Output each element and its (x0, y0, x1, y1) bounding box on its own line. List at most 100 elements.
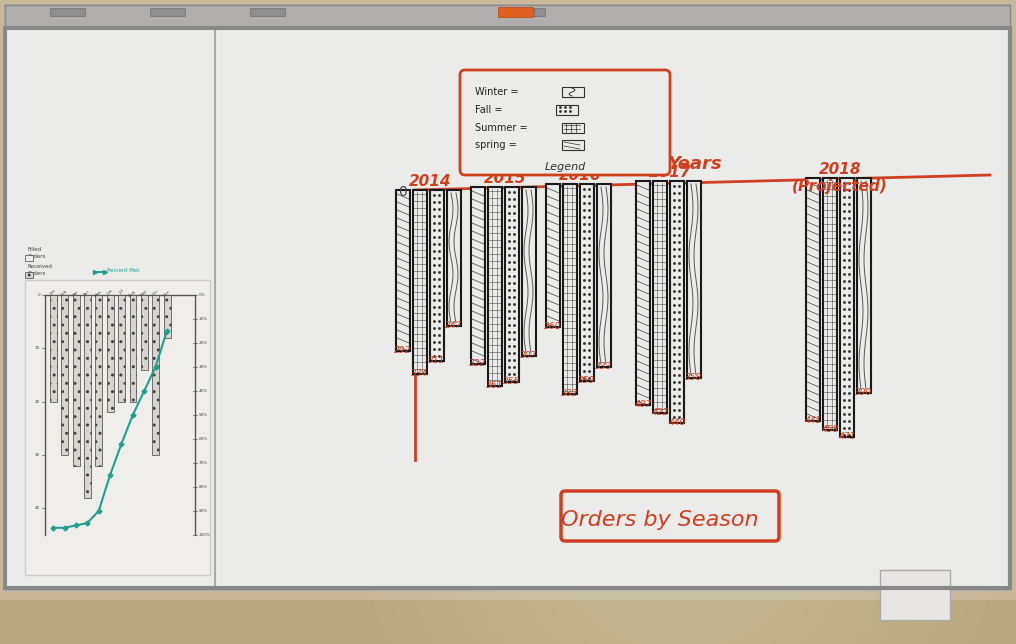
Text: 80%: 80% (199, 485, 208, 489)
Bar (25, 255, 33, 261)
Bar (250, 8, 285, 16)
Bar (50, 8, 85, 16)
Text: 307: 307 (520, 351, 537, 360)
Text: 382: 382 (562, 389, 579, 398)
Text: 260: 260 (545, 322, 562, 331)
Text: 0: 0 (398, 185, 407, 199)
Text: 10%: 10% (199, 317, 208, 321)
Text: 440: 440 (669, 418, 686, 427)
Text: Feb: Feb (61, 289, 69, 297)
Text: 90%: 90% (199, 509, 208, 513)
Bar (840, 178, 854, 437)
Text: 441: 441 (805, 415, 822, 424)
Bar (806, 178, 820, 421)
Text: 458: 458 (821, 425, 838, 434)
Bar (636, 181, 650, 405)
Text: 100%: 100% (199, 533, 210, 537)
Bar (597, 184, 611, 367)
Bar (150, 8, 185, 16)
Text: 2014: 2014 (408, 174, 451, 189)
Text: Jan: Jan (50, 289, 57, 296)
Bar (73, 295, 79, 466)
Text: 2015: 2015 (484, 171, 526, 186)
Text: 292: 292 (394, 346, 411, 355)
Bar (25, 272, 33, 278)
Bar (880, 570, 950, 620)
Text: 2016: 2016 (559, 168, 601, 183)
Text: 471: 471 (838, 432, 855, 441)
Text: 10: 10 (35, 346, 40, 350)
Bar (50, 295, 57, 402)
Text: Oct: Oct (151, 289, 160, 297)
Text: spring =: spring = (475, 140, 520, 150)
Bar (130, 295, 136, 402)
Text: Jun: Jun (107, 289, 114, 296)
Bar (498, 7, 533, 17)
Bar (500, 8, 535, 16)
Bar (488, 187, 502, 386)
Bar (471, 187, 485, 364)
Text: Orders: Orders (28, 254, 47, 259)
Text: 30: 30 (35, 453, 40, 457)
Text: 390: 390 (855, 388, 873, 397)
Bar (96, 295, 103, 466)
Text: Sep: Sep (140, 289, 148, 298)
Text: Winter =: Winter = (475, 87, 521, 97)
Text: 20%: 20% (199, 341, 208, 345)
Text: 359: 359 (578, 377, 595, 386)
Bar (396, 190, 410, 350)
Text: 322: 322 (469, 359, 487, 368)
Bar (562, 123, 584, 133)
Bar (653, 181, 666, 413)
Text: 2018
(Projected): 2018 (Projected) (792, 162, 888, 194)
Text: 361: 361 (487, 381, 504, 390)
Bar (141, 295, 147, 370)
Bar (25, 280, 210, 575)
Bar (164, 295, 171, 337)
Bar (505, 187, 519, 383)
Bar (152, 295, 160, 455)
Bar (5, 28, 1010, 588)
Text: 422: 422 (651, 408, 669, 417)
Text: 2017: 2017 (649, 165, 691, 180)
Bar (546, 184, 560, 327)
Text: Summer =: Summer = (475, 123, 530, 133)
Bar (5, 5, 1010, 27)
Bar (670, 181, 684, 423)
Bar (562, 87, 584, 97)
Bar (412, 190, 427, 374)
Bar (556, 105, 578, 115)
Text: Jul: Jul (118, 289, 125, 296)
Text: 355: 355 (503, 377, 520, 386)
Text: 0%: 0% (199, 293, 205, 297)
Bar (562, 140, 584, 150)
Text: 334: 334 (411, 369, 429, 377)
Text: Percent Met: Percent Met (107, 267, 139, 272)
Text: Mar: Mar (72, 289, 80, 298)
Text: 20: 20 (35, 400, 40, 404)
Text: Orders: Orders (28, 271, 47, 276)
Bar (522, 187, 536, 356)
Text: Years: Years (668, 155, 722, 173)
Bar (0, 600, 1016, 644)
Text: May: May (94, 289, 103, 298)
Bar (118, 295, 125, 402)
Text: 407: 407 (634, 400, 651, 409)
Bar (61, 295, 68, 455)
Text: 40: 40 (35, 506, 40, 510)
Bar (823, 178, 837, 430)
Text: Nov: Nov (163, 289, 171, 298)
Text: Aug: Aug (128, 289, 137, 298)
Text: 247: 247 (445, 321, 462, 330)
Text: Legend: Legend (545, 162, 585, 172)
FancyBboxPatch shape (561, 491, 779, 541)
Bar (687, 181, 701, 378)
Text: 40%: 40% (199, 389, 208, 393)
Text: 30%: 30% (199, 365, 208, 369)
Bar (430, 190, 444, 361)
Polygon shape (5, 5, 1010, 590)
Text: Orders by Season: Orders by Season (561, 510, 759, 530)
Bar (580, 184, 594, 381)
Text: 358: 358 (686, 373, 703, 382)
Text: Apr: Apr (83, 289, 91, 297)
